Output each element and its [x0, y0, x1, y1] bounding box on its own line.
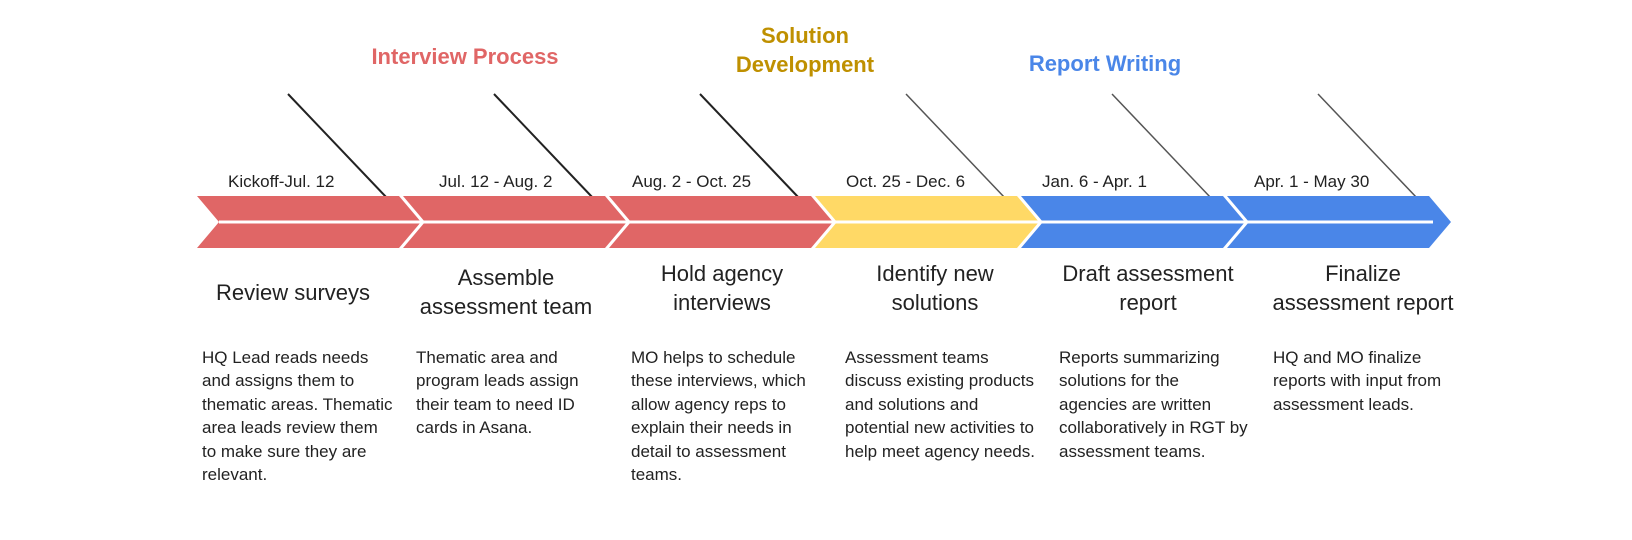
diagonal-connector-line — [905, 93, 1006, 199]
diagonal-connector-line — [1111, 93, 1212, 199]
date-label: Oct. 25 - Dec. 6 — [846, 172, 966, 191]
date-label: Kickoff-Jul. 12 — [228, 172, 335, 191]
step-description: HQ Lead reads needs and assigns them to … — [202, 348, 393, 485]
diagonal-connector-line — [493, 93, 594, 199]
step-description: HQ and MO finalize reports with input fr… — [1273, 348, 1442, 414]
step-title: Assemble assessment team — [419, 265, 593, 319]
step-title: Review surveys — [215, 279, 371, 305]
step-title: Finalize assessment report — [1272, 261, 1454, 315]
diagonal-connector-line — [287, 93, 388, 199]
step-description: Assessment teams discuss existing produc… — [845, 348, 1035, 461]
phase-label-report: Report Writing — [1028, 51, 1182, 76]
phase-label-solution: Solution Development — [735, 23, 875, 77]
step-description: Thematic area and program leads assign t… — [416, 348, 579, 438]
step-description: Reports summarizing solutions for the ag… — [1059, 348, 1248, 461]
step-title: Identify new solutions — [876, 261, 994, 315]
step-title: Draft assessment report — [1062, 261, 1234, 315]
diagonal-connector-line — [699, 93, 800, 199]
step-title: Hold agency interviews — [660, 261, 784, 315]
diagonal-connector-line — [1317, 93, 1418, 199]
date-label: Aug. 2 - Oct. 25 — [632, 172, 752, 191]
phase-label-interview: Interview Process — [371, 44, 559, 69]
step-description: MO helps to schedule these interviews, w… — [631, 348, 806, 485]
date-label: Jan. 6 - Apr. 1 — [1042, 172, 1147, 191]
date-label: Apr. 1 - May 30 — [1254, 172, 1370, 191]
date-label: Jul. 12 - Aug. 2 — [439, 172, 553, 191]
